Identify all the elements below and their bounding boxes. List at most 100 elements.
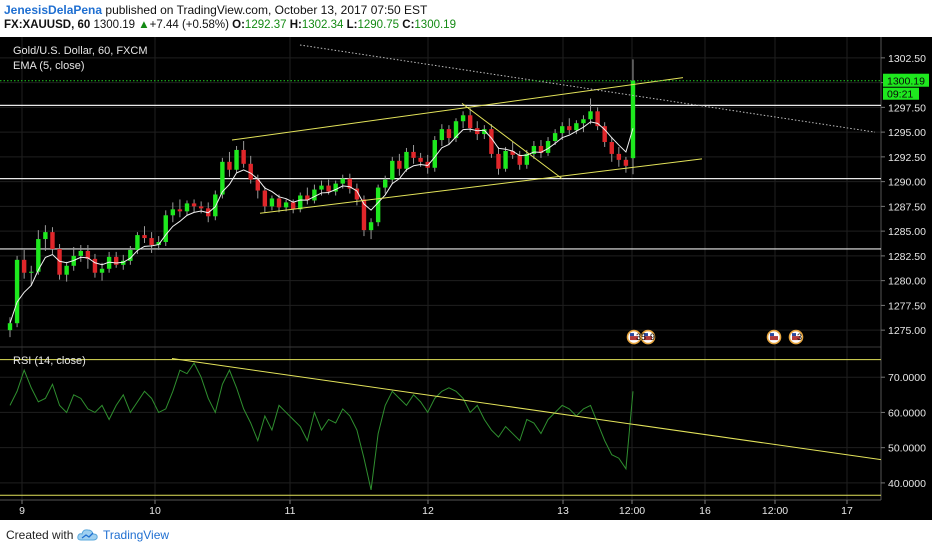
candle-body (78, 250, 83, 256)
us-flag-event-icon-stripe (770, 336, 778, 341)
candle-body (234, 149, 239, 170)
candle-body (85, 250, 91, 259)
time-tick-label: 9 (19, 505, 25, 517)
candle-body (128, 249, 133, 261)
us-flag-event-icon-canton (644, 333, 648, 337)
rsi-tick-label: 50.0000 (888, 443, 926, 455)
candle-body (156, 242, 161, 245)
price-tick-label: 1292.50 (888, 152, 926, 164)
candle-body (418, 157, 423, 162)
candle-body (588, 111, 593, 120)
candle-body (121, 260, 126, 265)
candle-body (404, 151, 409, 169)
created-with-text: Created with (6, 528, 74, 542)
candle-body (361, 199, 367, 231)
candle-body (220, 161, 225, 195)
candle-body (29, 271, 34, 273)
candle-body (510, 150, 515, 155)
candle-body (630, 80, 636, 159)
candle-body (213, 194, 218, 217)
ema-line (9, 121, 634, 324)
price-tick-label: 1287.50 (888, 201, 926, 213)
chart-area[interactable]: 35931302.501300.001297.501295.001292.501… (0, 37, 932, 520)
candle-body (453, 121, 459, 139)
low-label: L: (346, 19, 358, 31)
candle-body (198, 206, 204, 209)
candle-body (503, 150, 508, 169)
time-tick-label: 11 (285, 505, 296, 517)
candle-body (298, 195, 303, 210)
candle-body (460, 115, 466, 122)
rsi-tick-label: 70.0000 (888, 372, 926, 384)
candle-body (191, 203, 197, 207)
candle-body (531, 145, 537, 154)
time-tick-label: 13 (557, 505, 569, 517)
last-price: 1300.19 (93, 19, 136, 31)
candle-body (305, 195, 310, 201)
candle-body (446, 129, 452, 139)
candle-body (241, 149, 246, 164)
chart-svg[interactable]: 35931302.501300.001297.501295.001292.501… (0, 37, 932, 520)
price-tick-label: 1290.00 (888, 177, 926, 189)
close-label: C: (402, 19, 415, 31)
candle-body (262, 190, 268, 207)
rsi-trend-line (171, 358, 882, 461)
countdown-tag-label: 09:21 (887, 89, 913, 101)
candle-body (142, 235, 147, 239)
candle-body (467, 115, 473, 129)
candle-body (574, 123, 579, 131)
candle-body (609, 142, 614, 154)
candle-body (92, 258, 98, 273)
low-value: 1290.75 (357, 19, 400, 31)
author-link[interactable]: JenesisDelaPena (4, 3, 103, 17)
candle-body (170, 209, 176, 216)
candle-body (255, 179, 260, 191)
change-value: +7.44 (+0.58%) (149, 19, 229, 31)
main-legend-title: Gold/U.S. Dollar, 60, FXCM (13, 45, 148, 57)
price-tick-label: 1297.50 (888, 102, 926, 114)
candle-body (524, 153, 530, 165)
candle-body (290, 202, 296, 210)
candle-body (489, 129, 494, 154)
candle-body (560, 126, 565, 134)
candle-body (482, 129, 487, 135)
candle-body (14, 259, 20, 324)
candle-body (496, 153, 501, 169)
candle-body (602, 126, 607, 143)
candle-body (432, 140, 437, 168)
candle-body (113, 256, 119, 265)
quote-line: FX:XAUUSD, 60 1300.19 ▲+7.44 (+0.58%) O:… (4, 19, 456, 31)
publish-header: JenesisDelaPena published on TradingView… (0, 0, 932, 37)
open-label: O: (232, 19, 245, 31)
event-count: 35 (636, 332, 646, 342)
close-value: 1300.19 (414, 19, 456, 31)
time-tick-label: 16 (699, 505, 711, 517)
footer: Created with TradingView (0, 520, 932, 550)
candle-body (276, 198, 282, 208)
rsi-legend: RSI (14, close) (13, 355, 86, 367)
price-tick-label: 1282.50 (888, 251, 926, 263)
last-price-tag (883, 73, 929, 87)
price-tick-label: 1277.50 (888, 300, 926, 312)
candle-body (269, 198, 275, 207)
candle-body (57, 248, 62, 275)
candle-body (106, 256, 112, 269)
open-value: 1292.37 (244, 19, 287, 31)
candle-body (623, 159, 629, 166)
candle-body (177, 209, 183, 212)
candle-body (326, 185, 331, 192)
tradingview-brand[interactable]: TradingView (103, 528, 170, 542)
candle-body (383, 179, 388, 188)
published-text: published on TradingView.com, October 13… (105, 3, 428, 17)
candle-body (64, 265, 69, 275)
candle-body (390, 160, 395, 180)
price-tick-label: 1285.00 (888, 226, 926, 238)
channel-lower-line (259, 158, 703, 214)
candle-body (283, 202, 289, 208)
dotted-trend-line (299, 44, 876, 133)
candle-body (340, 178, 345, 184)
rsi-tick-label: 60.0000 (888, 407, 926, 419)
pullback-line (461, 103, 563, 180)
candle-body (375, 187, 381, 223)
event-count: 3 (797, 332, 802, 342)
